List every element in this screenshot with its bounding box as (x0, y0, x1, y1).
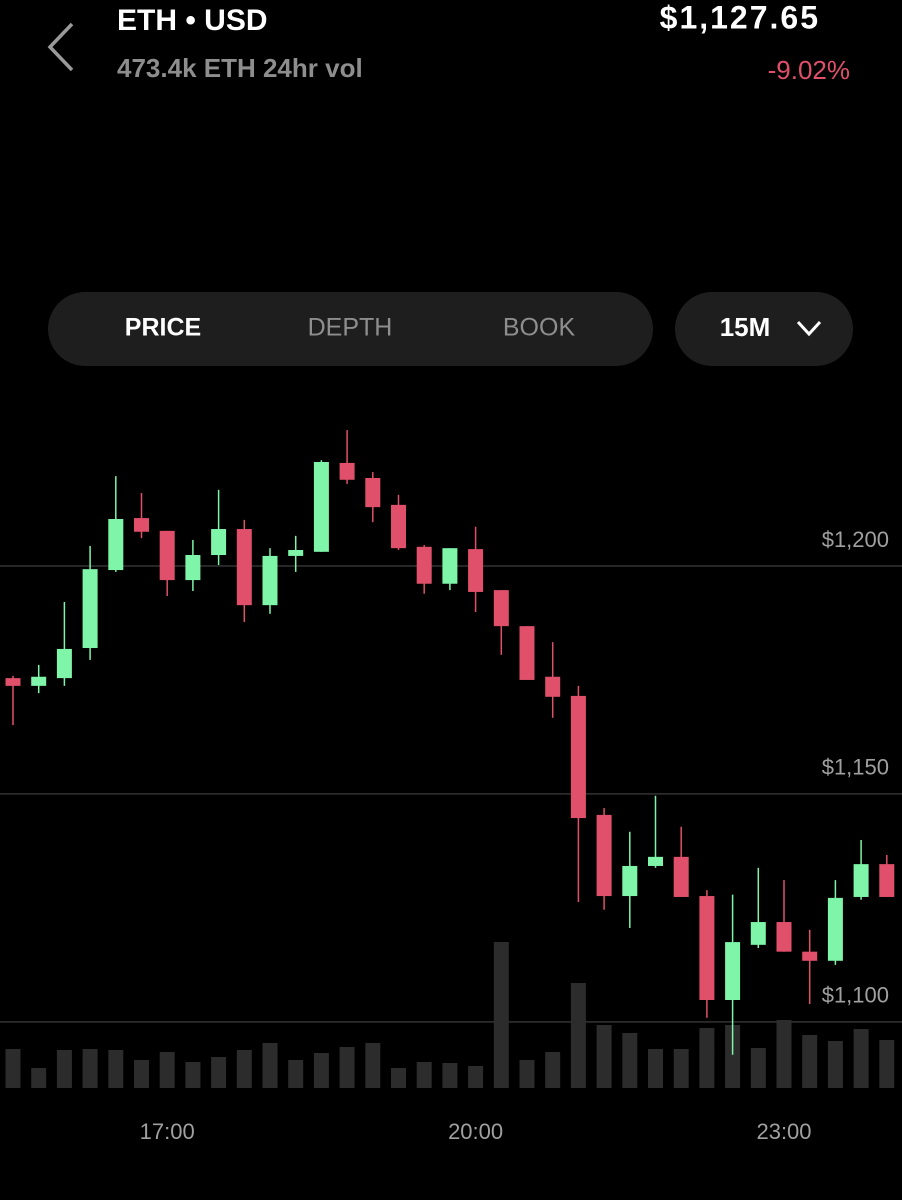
volume-bar (673, 1049, 689, 1088)
candle-body (468, 549, 484, 592)
candle-body (31, 676, 47, 686)
dropdown-chevron[interactable] (796, 320, 822, 337)
volume-bar (879, 1040, 895, 1088)
chart: $1,200 $1,150 $1,100 17:00 20:00 23:00 (0, 430, 902, 1144)
candle-body (802, 951, 818, 961)
tab[interactable]: DEPTH (308, 314, 393, 342)
volume-bar (313, 1053, 329, 1088)
volume-bar (596, 1025, 612, 1088)
volume-bar (262, 1043, 278, 1088)
candle-body (622, 865, 638, 897)
volume-bar (159, 1052, 175, 1088)
candle-body (416, 546, 432, 584)
candle-body (313, 462, 329, 552)
volume-bar (134, 1060, 149, 1088)
volume-bar (648, 1049, 663, 1088)
volume-bar (750, 1048, 766, 1088)
candle-body (262, 555, 278, 606)
candle-body (827, 897, 843, 961)
volume-bar (82, 1049, 98, 1088)
volume-bar (185, 1062, 201, 1088)
x-tick-label: 20:00 (448, 1119, 503, 1144)
candle-body (570, 695, 586, 819)
x-tick-label: 23:00 (756, 1119, 811, 1144)
candle-body (56, 648, 72, 679)
candle-body (365, 477, 381, 508)
volume-bar (416, 1062, 432, 1088)
candle-body (879, 864, 895, 897)
candle-body (211, 529, 227, 556)
price: $1,127.65 (660, 0, 820, 35)
volume-bar (699, 1028, 715, 1088)
volume-bar (776, 1020, 792, 1088)
volume-bar (545, 1052, 561, 1088)
volume-bar (622, 1033, 638, 1088)
volume-bar (802, 1035, 818, 1088)
candle-body (545, 676, 561, 697)
interval-selector[interactable] (675, 292, 853, 366)
tab-bar (48, 292, 653, 366)
candle-body (493, 590, 509, 627)
tab[interactable]: PRICE (125, 314, 201, 342)
candle-body (82, 569, 98, 649)
volume-bar (31, 1068, 47, 1088)
candle-body (288, 550, 304, 556)
price-change: -9.02% (768, 55, 850, 85)
volume-bar (570, 983, 586, 1088)
candle-body (725, 942, 741, 1001)
candle-body (699, 896, 715, 1001)
volume-bar (827, 1041, 843, 1088)
candle-body (853, 864, 869, 897)
candle-body (776, 922, 792, 952)
candle-body (648, 856, 663, 866)
volume-bar (5, 1049, 21, 1088)
candle-body (596, 814, 612, 897)
volume-bar (339, 1047, 355, 1088)
candle-body (391, 504, 406, 549)
volume-bar (365, 1043, 381, 1088)
candle-body (5, 678, 21, 686)
candle-body (108, 518, 124, 571)
pair: ETH • USD (117, 4, 268, 37)
y-tick-label: $1,200 (822, 527, 889, 552)
volume-bar (391, 1068, 406, 1088)
candle-body (185, 555, 201, 581)
interval[interactable]: 15M (720, 312, 771, 342)
candle-body (134, 518, 149, 532)
volume-bar (468, 1066, 484, 1088)
volume-bar (288, 1060, 304, 1088)
candle-body (750, 922, 766, 945)
volume-bar (108, 1050, 124, 1088)
volume-bar (725, 1025, 741, 1088)
tab[interactable]: BOOK (503, 314, 576, 342)
candle-body (442, 548, 458, 584)
candle-body (339, 462, 355, 480)
volume-bar (519, 1060, 535, 1088)
volume-bar (211, 1057, 227, 1088)
volume-bar (493, 942, 509, 1088)
y-tick-label: $1,150 (822, 755, 889, 780)
x-tick-label: 17:00 (140, 1119, 195, 1144)
volume-bar (442, 1063, 458, 1088)
volume-bar (236, 1050, 252, 1088)
candle-body (519, 626, 535, 680)
candle-body (236, 529, 252, 606)
volume-24h: 473.4k ETH 24hr vol (117, 53, 363, 83)
candle-body (673, 856, 689, 897)
y-tick-label: $1,100 (822, 983, 889, 1008)
back-button[interactable] (47, 22, 74, 72)
candle-body (159, 530, 175, 581)
volume-bar (56, 1050, 72, 1088)
volume-bar (853, 1029, 869, 1088)
tabs: PRICE DEPTH BOOK (125, 314, 576, 342)
